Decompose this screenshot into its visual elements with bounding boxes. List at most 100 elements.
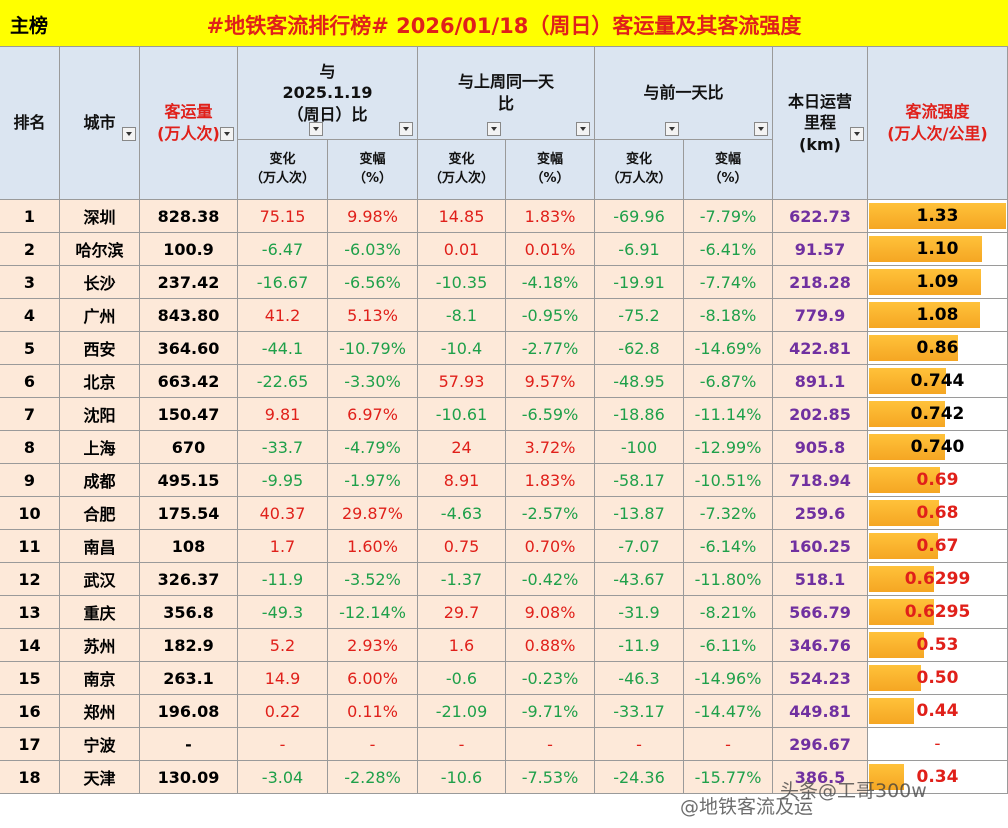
intensity-text: 0.740 [910, 437, 965, 457]
intensity-bar [869, 533, 938, 559]
pct-cell: -8.21% [684, 596, 773, 629]
change-cell: -3.04 [238, 761, 328, 794]
passengers-cell: 364.60 [140, 332, 238, 365]
passengers-cell-text: 237.42 [157, 272, 220, 292]
rank-cell-text: 8 [23, 437, 36, 457]
rank-cell: 5 [0, 332, 60, 365]
pct-cell-text: -2.77% [521, 338, 579, 358]
city-cell-text: 重庆 [83, 604, 116, 623]
pct-cell: -6.14% [684, 530, 773, 563]
filter-dropdown[interactable] [665, 122, 679, 136]
pct-cell-text: -14.96% [694, 668, 762, 688]
pct-cell: -14.69% [684, 332, 773, 365]
pct-cell: -7.32% [684, 497, 773, 530]
change-cell: -10.4 [418, 332, 506, 365]
pct-cell-text: 1.83% [524, 206, 576, 226]
intensity-bar [869, 599, 934, 625]
city-cell-text: 上海 [83, 439, 116, 458]
change-cell: 24 [418, 431, 506, 464]
city-cell: 天津 [60, 761, 140, 794]
rank-cell-text: 2 [23, 239, 36, 259]
pct-cell-text: -4.18% [521, 272, 579, 292]
intensity-bar [869, 401, 946, 427]
pct-cell-text: 6.97% [347, 404, 398, 424]
change-cell-text: 1.7 [269, 536, 296, 556]
intensity-cell: 0.6299 [868, 563, 1008, 596]
mileage-cell-text: 566.79 [789, 602, 851, 622]
pct-cell: 1.60% [328, 530, 418, 563]
pct-cell-text: -3.30% [344, 371, 401, 391]
city-cell-text: 南京 [83, 670, 116, 689]
pct-cell-text: -6.14% [699, 536, 757, 556]
rank-cell-text: 5 [23, 338, 36, 358]
pct-cell: -14.47% [684, 695, 773, 728]
change-cell-text: 57.93 [438, 371, 485, 391]
change-cell: 8.91 [418, 464, 506, 497]
pct-cell: 5.13% [328, 299, 418, 332]
city-cell: 广州 [60, 299, 140, 332]
pct-cell: 9.08% [506, 596, 595, 629]
pct-cell: - [328, 728, 418, 761]
change-subheader: 变化 （万人次） [595, 140, 684, 200]
filter-dropdown[interactable] [487, 122, 501, 136]
change-cell-text: -44.1 [261, 338, 304, 358]
filter-dropdown[interactable] [850, 127, 864, 141]
filter-dropdown[interactable] [220, 127, 234, 141]
pct-subheader-text: 变幅 （%） [530, 152, 570, 186]
pct-cell: -10.51% [684, 464, 773, 497]
change-subheader-text: 变化 （万人次） [606, 152, 672, 186]
pct-cell-text: -10.79% [339, 338, 406, 358]
mileage-cell: 346.76 [773, 629, 868, 662]
filter-dropdown[interactable] [399, 122, 413, 136]
change-cell-text: -11.9 [261, 569, 304, 589]
pct-cell: -6.56% [328, 266, 418, 299]
rank-cell: 18 [0, 761, 60, 794]
change-cell: -33.7 [238, 431, 328, 464]
intensity-bar [869, 764, 905, 790]
city-cell: 上海 [60, 431, 140, 464]
pct-cell: 1.83% [506, 200, 595, 233]
change-cell-text: 40.37 [259, 503, 306, 523]
passengers-cell-text: 495.15 [157, 470, 220, 490]
mileage-cell: 91.57 [773, 233, 868, 266]
filter-dropdown[interactable] [309, 122, 323, 136]
change-cell-text: 5.2 [269, 635, 296, 655]
rank-cell: 10 [0, 497, 60, 530]
city-cell-text: 西安 [83, 340, 116, 359]
rank-cell-text: 18 [18, 767, 41, 787]
pct-cell-text: -6.59% [521, 404, 579, 424]
change-cell-text: 0.01 [443, 239, 480, 259]
pct-cell-text: 0.11% [347, 701, 398, 721]
change-cell: 0.22 [238, 695, 328, 728]
rank-cell-text: 12 [18, 569, 41, 589]
intensity-bar [869, 368, 946, 394]
mileage-cell-text: 524.23 [789, 668, 851, 688]
pct-cell: -6.11% [684, 629, 773, 662]
city-cell: 深圳 [60, 200, 140, 233]
rank-cell-text: 16 [18, 701, 41, 721]
mileage-cell-text: 891.1 [794, 371, 846, 391]
intensity-cell: - [868, 728, 1008, 761]
passengers-cell-text: 182.9 [163, 635, 214, 655]
pct-cell-text: -0.23% [521, 668, 579, 688]
change-cell-text: -8.1 [445, 305, 478, 325]
pct-cell: 3.72% [506, 431, 595, 464]
rank-cell-text: 10 [18, 503, 41, 523]
filter-dropdown[interactable] [122, 127, 136, 141]
change-cell: 40.37 [238, 497, 328, 530]
change-cell-text: -24.36 [613, 767, 665, 787]
change-cell-text: -6.91 [618, 239, 660, 259]
pct-cell-text: -6.03% [344, 239, 401, 259]
rank-cell-text: 3 [23, 272, 36, 292]
intensity-cell: 0.744 [868, 365, 1008, 398]
passengers-cell: 356.8 [140, 596, 238, 629]
intensity-cell: 0.740 [868, 431, 1008, 464]
pct-cell: 2.93% [328, 629, 418, 662]
rank-cell: 13 [0, 596, 60, 629]
filter-dropdown[interactable] [754, 122, 768, 136]
intensity-bar [869, 269, 982, 295]
pct-cell: 9.98% [328, 200, 418, 233]
filter-dropdown[interactable] [576, 122, 590, 136]
change-cell: 29.7 [418, 596, 506, 629]
intensity-text: - [934, 734, 941, 754]
